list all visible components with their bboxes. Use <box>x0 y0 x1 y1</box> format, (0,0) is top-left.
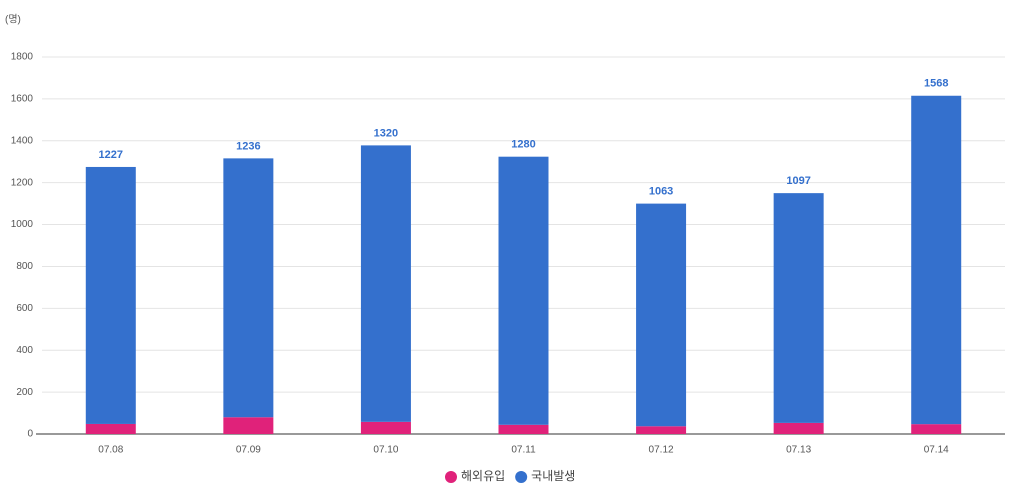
bar-segment <box>911 424 962 434</box>
y-tick-label: 1000 <box>11 219 34 230</box>
legend-marker <box>445 471 457 483</box>
data-label: 1097 <box>786 175 810 187</box>
legend-marker <box>515 471 528 483</box>
y-tick-label: 1200 <box>11 177 34 188</box>
bar-segment <box>773 422 824 434</box>
data-label: 1227 <box>99 149 123 161</box>
y-tick-label: 400 <box>16 345 33 356</box>
y-tick-label: 200 <box>16 387 33 398</box>
bar-segment <box>85 166 136 424</box>
x-tick-label: 07.08 <box>98 445 123 456</box>
y-tick-label: 800 <box>16 261 33 272</box>
bar-segment <box>360 145 411 422</box>
x-tick-label: 07.12 <box>649 445 674 456</box>
x-tick-label: 07.10 <box>373 445 398 456</box>
data-label: 1236 <box>236 140 260 152</box>
data-label: 1320 <box>374 127 398 139</box>
y-tick-label: 1800 <box>11 52 34 63</box>
y-unit: (명) <box>5 14 21 26</box>
bar-segment <box>636 203 687 427</box>
bar-segment <box>360 421 411 434</box>
x-tick-label: 07.09 <box>236 445 261 456</box>
x-tick-label: 07.14 <box>924 445 949 456</box>
y-tick-label: 600 <box>16 303 33 314</box>
y-tick-label: 0 <box>27 429 33 440</box>
bar-segment <box>85 423 136 434</box>
data-label: 1568 <box>924 78 948 90</box>
data-label: 1063 <box>649 186 673 198</box>
y-tick-label: 1400 <box>11 135 34 146</box>
bar-segment <box>223 417 274 434</box>
bar-segment <box>911 95 962 425</box>
bar-segment <box>773 193 824 423</box>
y-tick-label: 1600 <box>11 94 34 105</box>
data-label: 1280 <box>511 139 535 151</box>
legend-label: 해외유입 <box>461 469 505 483</box>
x-tick-label: 07.13 <box>786 445 811 456</box>
x-tick-label: 07.11 <box>511 445 536 456</box>
bar-segment <box>223 158 274 418</box>
legend-label: 국내발생 <box>531 469 575 483</box>
bar-segment <box>498 424 549 434</box>
bar-segment <box>498 156 549 425</box>
bar-segment <box>636 426 687 434</box>
